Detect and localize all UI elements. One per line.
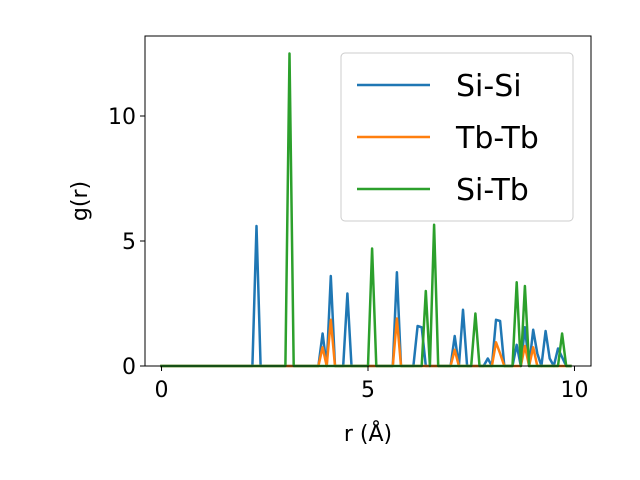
legend-label: Si-Si [456,69,522,104]
legend-label: Si-Tb [456,173,529,208]
series-line-1 [160,224,572,368]
y-axis: 0 5 10 [108,105,145,380]
y-tick-label: 5 [122,230,136,255]
y-tick-label: 10 [108,105,136,130]
legend-label: Tb-Tb [455,121,539,156]
y-axis-label: g(r) [68,181,93,221]
x-axis-label: r (Å) [344,420,392,447]
legend: Si-Si Tb-Tb Si-Tb [340,52,574,222]
x-axis: 0 5 10 [155,366,588,403]
y-tick-label: 0 [122,355,136,380]
x-tick-label: 0 [155,378,169,403]
x-tick-label: 5 [361,378,375,403]
legend-box [340,52,574,222]
series-line-2 [160,317,572,368]
x-tick-label: 10 [560,378,588,403]
